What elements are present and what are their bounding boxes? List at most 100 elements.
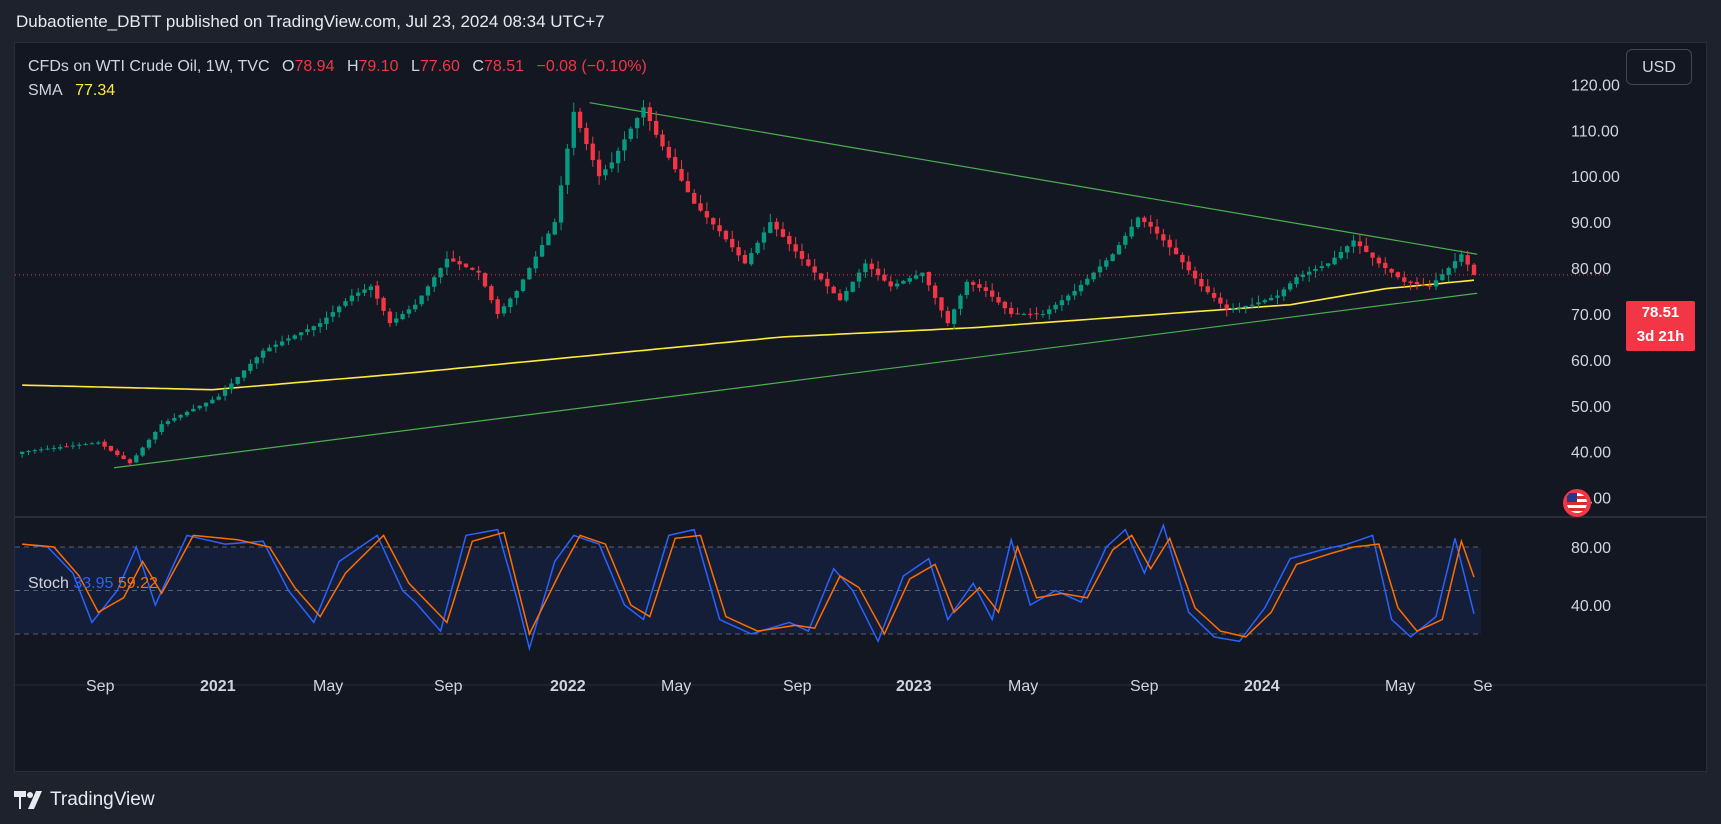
change-value: −0.08 (−0.10%) (536, 58, 647, 75)
high-label: H (346, 58, 359, 75)
candle-body (1383, 262, 1388, 269)
chart-frame[interactable]: 80.00 40.00 120.00 110.00 100.00 90.00 80.00 7… (14, 42, 1707, 772)
candle-body (210, 399, 215, 404)
candle-body (1123, 235, 1128, 245)
open-value: 78.94 (294, 58, 335, 75)
candle-body (1459, 254, 1464, 262)
candle-body (1091, 272, 1096, 280)
candle-body (470, 267, 475, 270)
candle-body (1085, 278, 1090, 285)
candle-body (622, 139, 627, 151)
candle-body (951, 309, 957, 324)
candle-body (134, 455, 139, 463)
candle-body (730, 238, 735, 248)
candle-body (482, 273, 488, 287)
candle-body (837, 293, 843, 301)
candle-body (1154, 226, 1160, 234)
candle-body (1205, 286, 1210, 293)
candle-body (368, 286, 374, 291)
candle-body (1040, 313, 1046, 315)
candle-body (1186, 261, 1191, 271)
candle-body (1110, 254, 1115, 262)
stoch-tick-label: 80.00 (1571, 540, 1611, 557)
candle-body (996, 297, 1001, 303)
candle-body (463, 263, 469, 268)
candle-body (533, 256, 538, 269)
last-price-badge: 78.51 3d 21h (1626, 301, 1695, 351)
candle-body (869, 263, 874, 270)
candle-body (1002, 301, 1008, 309)
candle-body (755, 242, 760, 253)
candle-body (539, 245, 545, 257)
candle-body (419, 295, 424, 305)
candle-body (666, 146, 672, 158)
candle-body (279, 341, 285, 346)
candle-body (603, 169, 608, 176)
sma-row[interactable]: SMA 77.34 (28, 79, 647, 103)
candle-body (565, 148, 570, 185)
symbol-title[interactable]: CFDs on WTI Crude Oil, 1W, TVC (28, 58, 270, 75)
candle-body (1389, 268, 1394, 273)
candle-body (20, 451, 25, 455)
price-tick-label: 90.00 (1571, 215, 1611, 232)
candle-body (425, 286, 431, 296)
candle-body (1199, 278, 1204, 287)
candle-body (913, 275, 919, 279)
candle-body (254, 357, 259, 364)
candle-body (1275, 295, 1280, 298)
candle-body (64, 446, 69, 448)
candle-body (51, 447, 57, 449)
candle-body (1446, 268, 1451, 275)
candle-body (1116, 245, 1122, 255)
candle-body (343, 301, 348, 306)
candle-body (679, 168, 684, 181)
candle-body (571, 111, 576, 148)
candle-body (165, 421, 171, 424)
low-value: 77.60 (419, 58, 460, 75)
candle-body (1471, 264, 1477, 275)
time-tick-label: Se (1473, 678, 1493, 695)
time-axis: Sep 2021 May Sep 2022 May Sep 2023 May Sep 2024 May… (86, 678, 1493, 695)
chart-canvas[interactable]: 80.00 40.00 120.00 110.00 100.00 90.00 80.00 7… (15, 43, 1707, 772)
candle-body (83, 444, 88, 446)
candle-body (1256, 302, 1261, 305)
candle-body (546, 233, 551, 246)
trendlines (114, 102, 1478, 469)
candle-body (102, 441, 107, 447)
us-flag-icon[interactable] (1563, 489, 1591, 517)
candle-body (1307, 271, 1312, 275)
candle-body (1294, 277, 1299, 285)
price-tick-label: 50.00 (1571, 399, 1611, 416)
stoch-legend[interactable]: Stoch 33.95 59.22 (28, 575, 158, 593)
currency-button[interactable]: USD (1626, 49, 1692, 85)
time-tick-label: Sep (783, 678, 812, 695)
candle-body (501, 306, 507, 314)
chart-legend: CFDs on WTI Crude Oil, 1W, TVC O78.94 H 7… (28, 55, 647, 103)
price-tick-label: 110.00 (1571, 123, 1619, 140)
close-value: 78.51 (483, 58, 525, 75)
tradingview-brand[interactable]: TradingView (14, 785, 155, 815)
candle-body (654, 120, 659, 135)
candle-body (508, 298, 513, 308)
candle-body (584, 127, 589, 145)
candle-body (1135, 217, 1141, 228)
candle-body (894, 283, 900, 287)
candle-body (489, 286, 494, 301)
candle-body (1376, 257, 1382, 264)
stoch-d-line (22, 531, 1475, 638)
candle-body (1072, 290, 1077, 296)
candle-body (615, 150, 621, 164)
sma-path (22, 279, 1475, 391)
candle-body (945, 311, 950, 324)
candle-body (1268, 297, 1274, 301)
open-label: O (281, 58, 295, 75)
candle-body (780, 229, 786, 237)
candle-body (191, 408, 196, 412)
candle-body (317, 323, 323, 327)
time-tick-label: 2022 (550, 678, 586, 695)
candle-body (108, 445, 114, 451)
candle-body (45, 448, 50, 450)
candle-body (704, 211, 710, 218)
candle-body (920, 272, 925, 277)
ohlc-row: CFDs on WTI Crude Oil, 1W, TVC O78.94 H 7… (28, 55, 647, 79)
